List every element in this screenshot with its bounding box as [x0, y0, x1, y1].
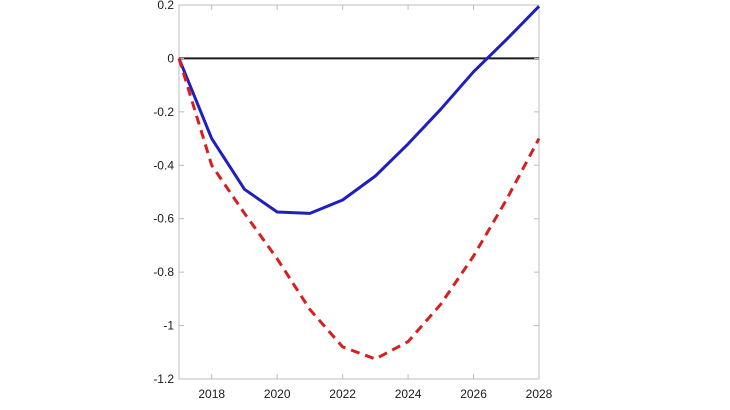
- plot-area: [178, 4, 540, 380]
- x-tick-label: 2022: [329, 387, 356, 401]
- x-tick-label: 2024: [395, 387, 422, 401]
- series-lines: [177, 5, 541, 361]
- series-line-dashed: [177, 57, 541, 361]
- y-tick-label: 0: [167, 51, 174, 65]
- axes: 0.2 0 -0.2 -0.4 -0.6 -0.8 -1 -1.2 2018 2020 2022 20…: [153, 0, 552, 401]
- y-tick-label: -0.2: [153, 105, 174, 119]
- plot-frame: [178, 4, 540, 380]
- series-line-solid: [177, 5, 541, 215]
- y-tick-label: -0.8: [153, 265, 174, 279]
- x-tick-label: 2018: [198, 387, 225, 401]
- y-tick-label: -0.6: [153, 212, 174, 226]
- x-tick-label: 2020: [264, 387, 291, 401]
- y-tick-label: -1.2: [153, 372, 174, 386]
- y-tick-label: -1: [163, 319, 174, 333]
- y-tick-label: -0.4: [153, 158, 174, 172]
- x-tick-label: 2028: [526, 387, 553, 401]
- x-tick-label: 2026: [460, 387, 487, 401]
- y-tick-label: 0.2: [157, 0, 174, 12]
